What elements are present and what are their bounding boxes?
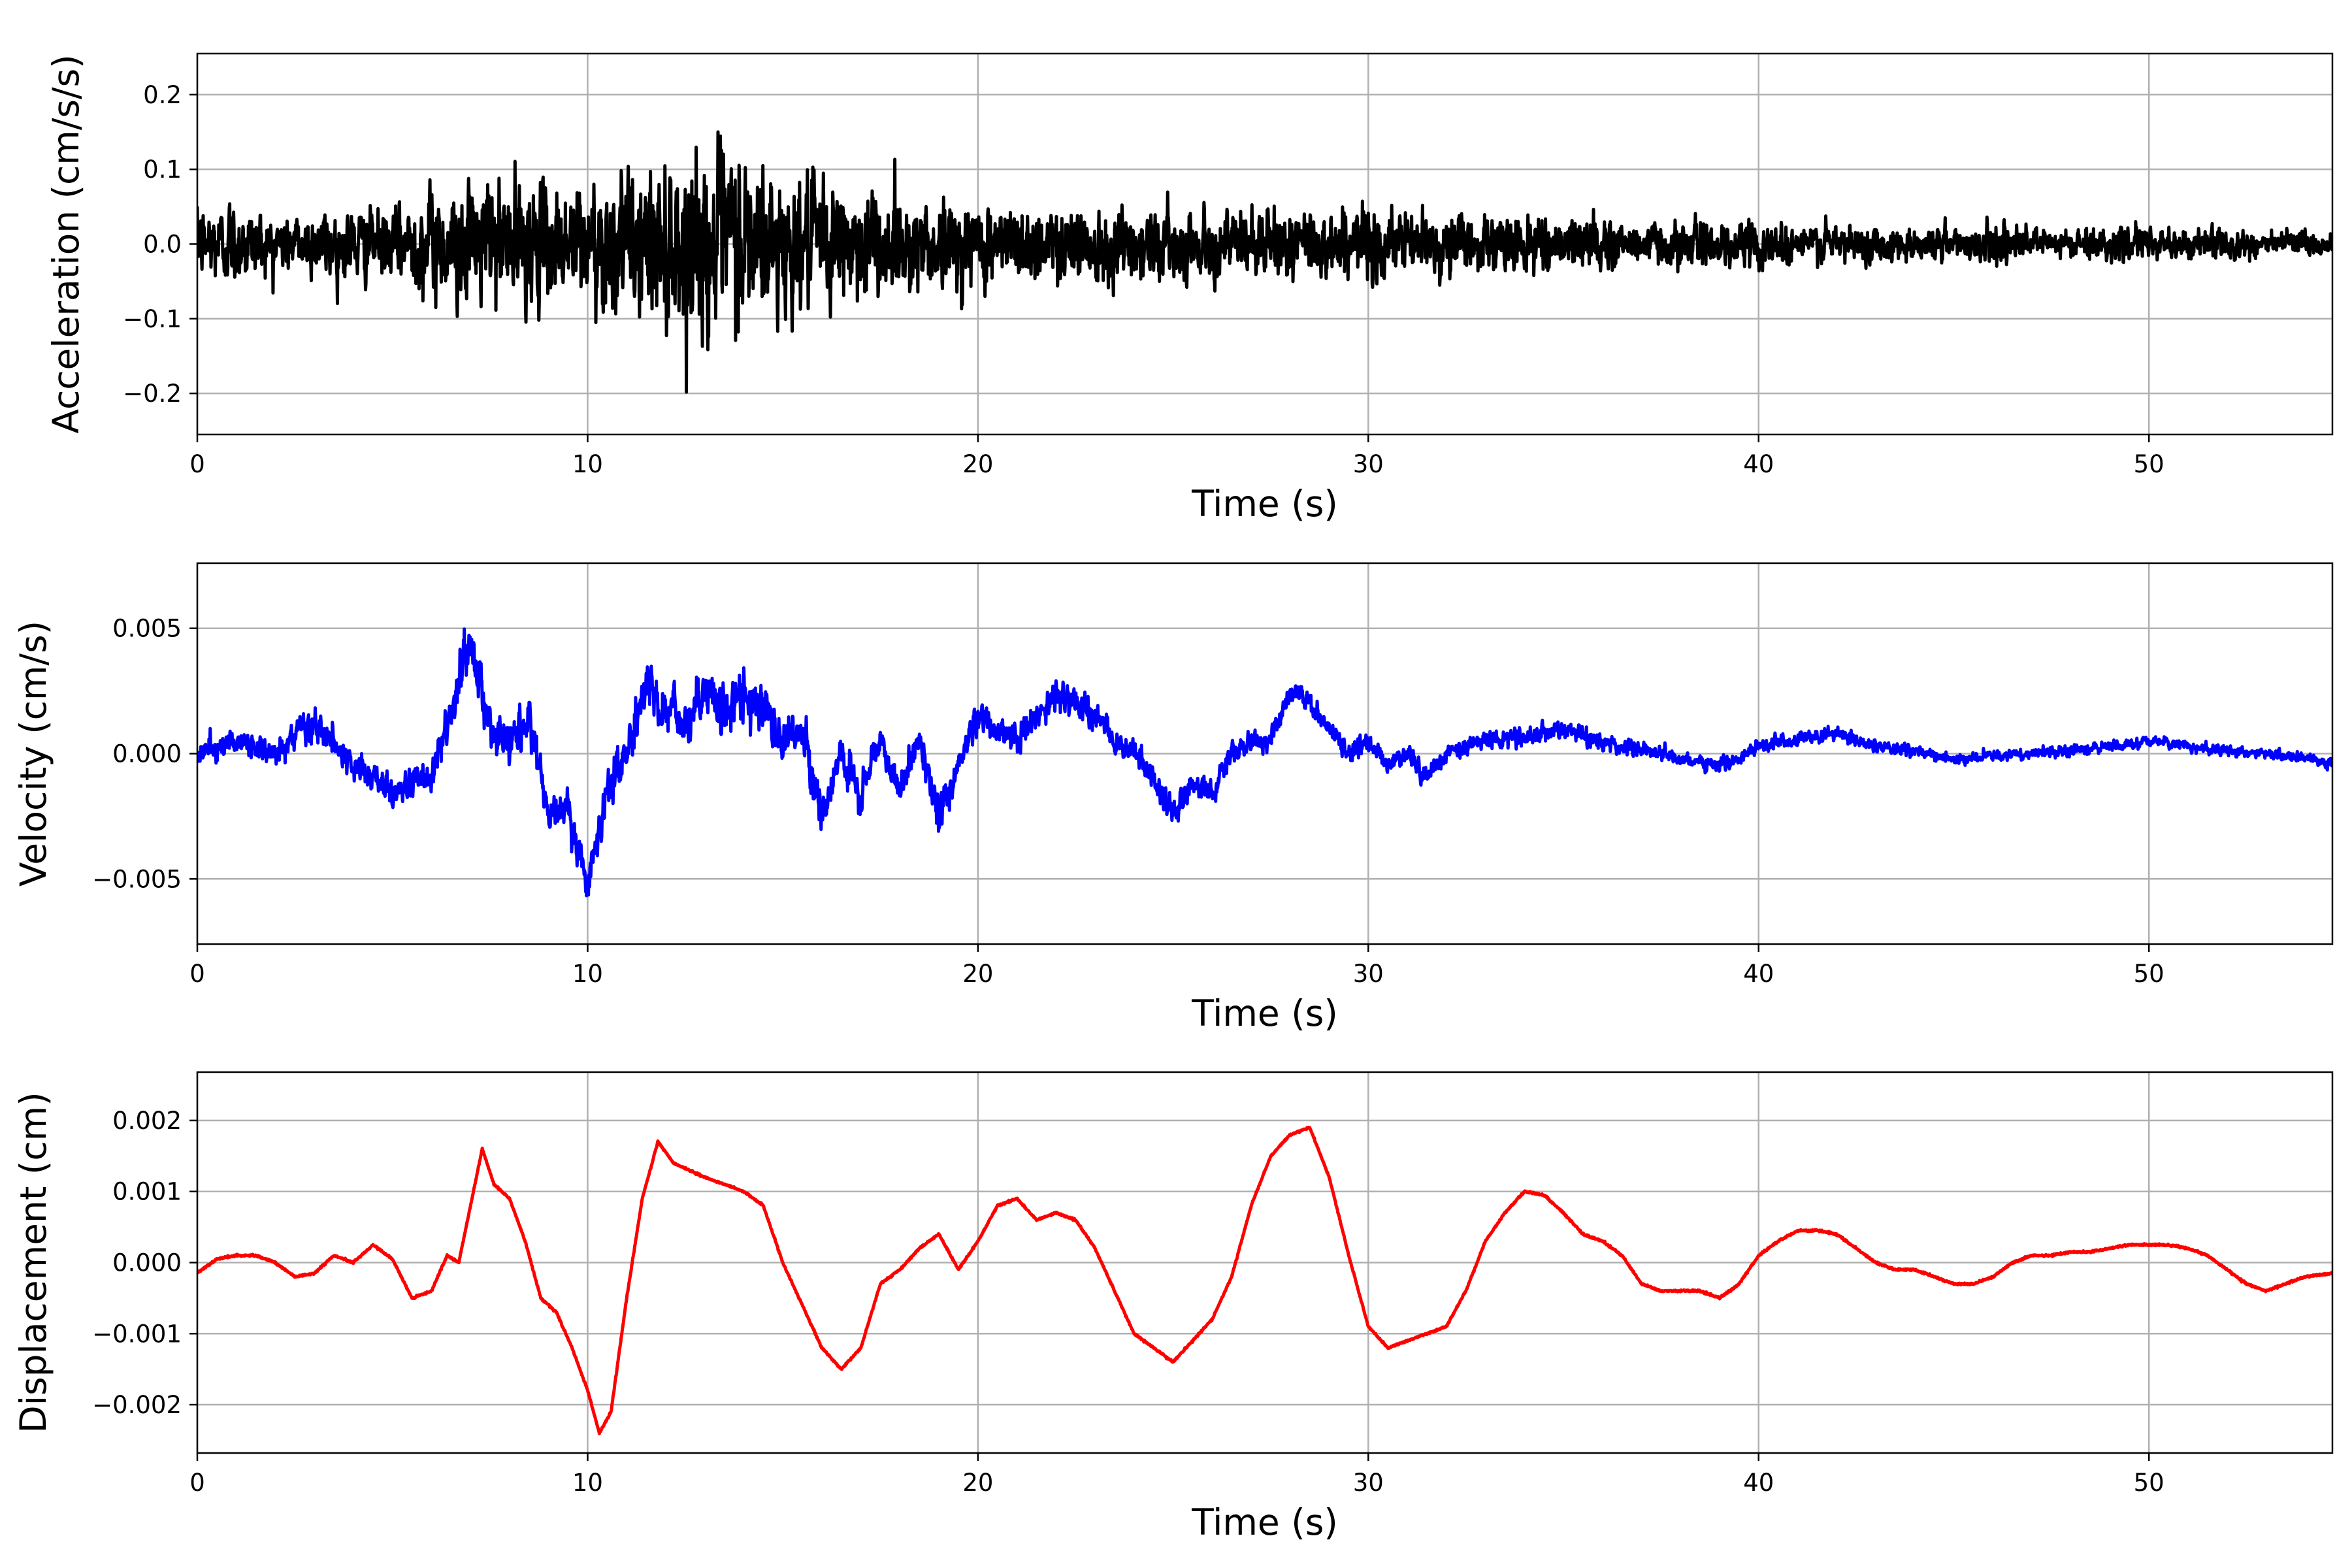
acceleration-y-tick-label: 0.0	[143, 231, 182, 259]
velocity-subplot: 0 10 20 30 40 50 −0.005 0.000 0.005 Time (s) Vel…	[12, 562, 2334, 1034]
acceleration-y-tick-label: −0.2	[123, 380, 182, 408]
displacement-x-tick-label: 10	[572, 1469, 603, 1497]
displacement-x-tick-label: 30	[1353, 1469, 1384, 1497]
displacement-subplot: 0 10 20 30 40 50 −0.002 −0.001 0.000 0.001 0.002 T…	[12, 1071, 2334, 1543]
acceleration-y-tick-label: 0.2	[143, 81, 182, 109]
displacement-ticks: 0 10 20 30 40 50 −0.002 −0.001 0.000 0.001 0.002	[92, 1107, 2164, 1497]
displacement-series-line	[197, 1126, 2332, 1435]
displacement-x-tick-label: 0	[189, 1469, 205, 1497]
acceleration-x-tick-label: 0	[189, 450, 205, 478]
velocity-ticks: 0 10 20 30 40 50 −0.005 0.000 0.005	[92, 615, 2164, 988]
velocity-y-tick-label: 0.005	[112, 615, 182, 643]
acceleration-y-tick-label: 0.1	[143, 155, 182, 184]
acceleration-x-tick-label: 30	[1353, 450, 1384, 478]
displacement-y-tick-label: 0.000	[112, 1249, 182, 1277]
velocity-y-tick-label: −0.005	[92, 865, 182, 893]
velocity-grid	[196, 563, 2332, 944]
displacement-y-tick-label: −0.001	[92, 1320, 182, 1348]
displacement-grid	[196, 1072, 2332, 1453]
acceleration-x-tick-label: 10	[572, 450, 603, 478]
displacement-x-tick-label: 50	[2134, 1469, 2164, 1497]
acceleration-series-line	[197, 130, 2332, 394]
displacement-y-tick-label: 0.001	[112, 1178, 182, 1206]
displacement-data	[197, 1126, 2332, 1435]
displacement-x-tick-label: 40	[1743, 1469, 1774, 1497]
velocity-y-tick-label: 0.000	[112, 740, 182, 768]
velocity-data	[197, 627, 2332, 898]
velocity-x-axis-label: Time (s)	[1191, 992, 1338, 1034]
displacement-x-axis-label: Time (s)	[1191, 1501, 1338, 1543]
velocity-x-tick-label: 40	[1743, 960, 1774, 988]
acceleration-x-tick-label: 40	[1743, 450, 1774, 478]
acceleration-data	[197, 130, 2332, 394]
acceleration-x-axis-label: Time (s)	[1191, 483, 1338, 525]
displacement-y-tick-label: −0.002	[92, 1391, 182, 1419]
acceleration-x-tick-label: 20	[962, 450, 993, 478]
acceleration-y-tick-label: −0.1	[123, 305, 182, 333]
displacement-x-tick-label: 20	[962, 1469, 993, 1497]
displacement-y-tick-label: 0.002	[112, 1107, 182, 1135]
acceleration-ticks: 0 10 20 30 40 50 −0.2 −0.1 0.0 0.1 0.2	[123, 81, 2164, 478]
acceleration-x-tick-label: 50	[2134, 450, 2164, 478]
velocity-x-tick-label: 10	[572, 960, 603, 988]
velocity-x-tick-label: 20	[962, 960, 993, 988]
acceleration-y-axis-label: Acceleration (cm/s/s)	[45, 54, 87, 433]
velocity-x-tick-label: 30	[1353, 960, 1384, 988]
acceleration-subplot: 0 10 20 30 40 50 −0.2 −0.1 0.0 0.1 0.2 Time (s) Ac…	[45, 52, 2334, 525]
displacement-y-axis-label: Displacement (cm)	[12, 1092, 54, 1433]
velocity-y-axis-label: Velocity (cm/s)	[12, 621, 54, 887]
velocity-x-tick-label: 0	[189, 960, 205, 988]
velocity-x-tick-label: 50	[2134, 960, 2164, 988]
velocity-series-line	[197, 627, 2332, 898]
